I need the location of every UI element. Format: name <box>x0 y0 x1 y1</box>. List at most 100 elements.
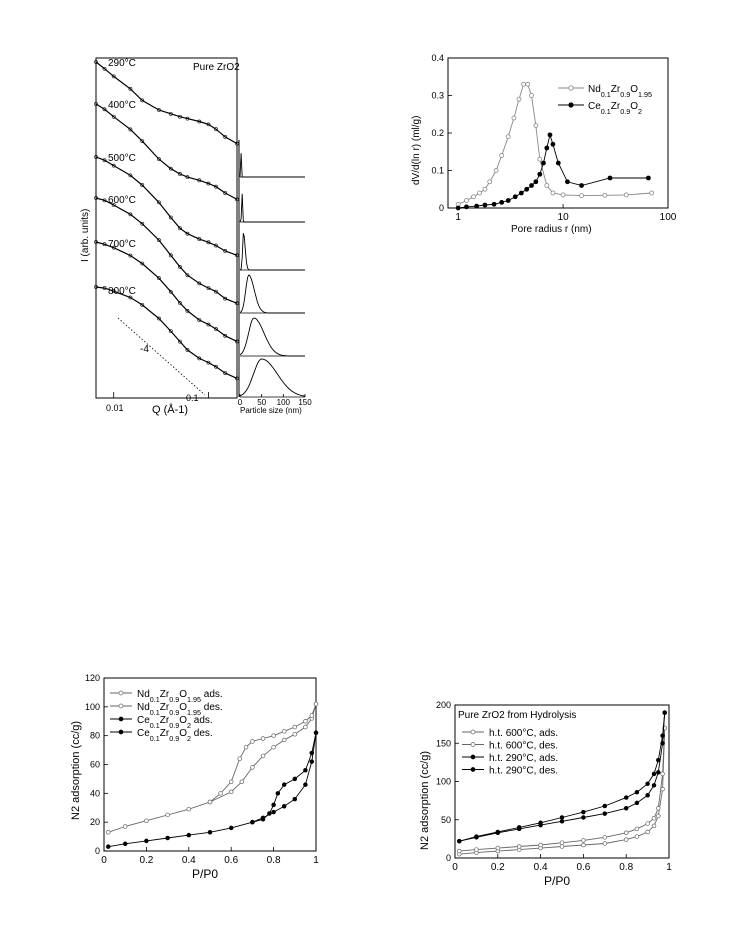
saxs-point <box>168 329 173 334</box>
saxs-point <box>185 348 190 352</box>
saxs-point <box>94 196 98 200</box>
n2-mixed-point <box>186 832 192 838</box>
psd-curve-500°C <box>239 232 305 271</box>
saxs-point <box>128 212 133 217</box>
n2-mixed-point <box>260 817 266 822</box>
n2-pure-point <box>559 819 565 824</box>
n2-mixed-point <box>250 765 255 770</box>
saxs-point <box>185 309 190 313</box>
pore-ylabel: dV/d(ln r) (ml/g) <box>411 116 422 185</box>
n2-mixed-xtick-label: 0 <box>101 855 107 866</box>
pore-point <box>547 132 553 138</box>
saxs-slope-label: -4 <box>140 344 149 355</box>
n2-mixed-point <box>165 835 170 841</box>
saxs-point <box>223 191 228 195</box>
n2-mixed-xtick-label: 0.6 <box>224 855 238 866</box>
n2-mixed-point <box>271 733 276 738</box>
pore-point <box>544 183 550 188</box>
n2-pure-point <box>660 771 665 777</box>
n2-pure-point <box>656 770 661 775</box>
saxs-point <box>223 134 228 139</box>
n2-pure-point <box>457 848 462 854</box>
pore-point <box>550 190 556 196</box>
n2-mixed-point <box>250 739 255 744</box>
n2-pure-point <box>634 834 640 839</box>
n2-pure-point <box>645 793 650 798</box>
saxs-point <box>197 119 202 124</box>
pore-point <box>529 183 534 188</box>
pore-point <box>525 81 531 87</box>
n2-mixed-point <box>250 819 255 825</box>
n2-mixed-point <box>228 825 234 831</box>
saxs-point <box>214 127 218 132</box>
saxs-point <box>185 116 190 121</box>
n2-pure-point <box>602 803 608 809</box>
n2-mixed-line-3 <box>252 732 317 823</box>
saxs-point <box>214 289 218 294</box>
psd-marks: 0 50 100 150 <box>238 153 312 407</box>
psd-curve-700°C <box>239 317 305 357</box>
pore-ytick-label: 0.1 <box>431 166 444 176</box>
pore-point <box>602 192 608 198</box>
saxs-point <box>178 301 182 305</box>
n2-pure-point <box>457 838 462 844</box>
psd-xtick-label: 100 <box>277 398 291 407</box>
n2-mixed-point <box>309 750 315 756</box>
n2-pure-legend-marker-0 <box>470 729 476 735</box>
n2-mixed-legend-marker-2 <box>118 716 124 722</box>
n2-mixed-ylabel: N2 adsorption (cc/g) <box>70 721 82 820</box>
saxs-point <box>185 175 190 180</box>
n2-mixed-point <box>271 809 276 815</box>
saxs-point <box>168 253 173 258</box>
pore-point <box>455 205 461 211</box>
n2-mixed-legend-label-3: Ce0.1Zr0.9O2 des. <box>137 728 213 743</box>
n2-mixed-point <box>303 718 308 724</box>
saxs-xtick-0: 0.01 <box>106 403 124 413</box>
saxs-point <box>157 238 161 243</box>
saxs-point <box>140 98 145 103</box>
n2-pure-ytick-label: 0 <box>446 853 451 863</box>
pore-ytick-label: 0.4 <box>431 53 444 63</box>
n2-pure-point <box>651 783 657 788</box>
n2-mixed-point <box>292 731 298 737</box>
saxs-point <box>168 166 173 171</box>
n2-pure-point <box>516 844 522 849</box>
pore-ytick-label: 0 <box>439 203 444 213</box>
n2-mixed-point <box>281 804 287 809</box>
saxs-point <box>168 215 173 220</box>
saxs-point <box>111 163 116 168</box>
saxs-curve-400°C <box>95 103 238 200</box>
saxs-point <box>178 226 182 231</box>
saxs-point <box>140 302 145 307</box>
saxs-point <box>178 172 182 176</box>
n2-pure-xtick-label: 0.6 <box>576 862 590 873</box>
n2-mixed-point <box>239 779 245 785</box>
n2-pure-legend-label-3: h.t. 290°C, des. <box>489 766 558 777</box>
saxs-point <box>102 107 107 112</box>
saxs-xtick-1: 0.1 <box>186 393 199 403</box>
saxs-point <box>168 111 173 116</box>
saxs-curve-label-5: 800°C <box>108 286 136 297</box>
saxs-point <box>178 114 182 119</box>
saxs-point <box>157 108 161 112</box>
n2-pure-point <box>634 800 640 806</box>
saxs-point <box>178 339 182 344</box>
pore-legend-marker-1 <box>568 102 574 108</box>
pore-point <box>518 190 524 196</box>
saxs-point <box>102 286 107 290</box>
saxs-point <box>94 285 98 289</box>
saxs-point <box>157 276 161 281</box>
saxs-point <box>102 158 107 163</box>
n2-pure-point <box>634 826 640 832</box>
saxs-point <box>206 240 211 245</box>
n2-pure-point <box>645 821 650 826</box>
n2-mixed-point <box>260 736 266 741</box>
pore-xtick-label: 100 <box>660 212 677 223</box>
n2-mixed-point <box>144 838 149 844</box>
n2-mixed-ytick-label: 40 <box>90 788 100 798</box>
pore-point <box>579 183 584 188</box>
n2-pure-title: Pure ZrO2 from Hydrolysis <box>458 710 576 721</box>
n2-mixed-point <box>122 824 128 829</box>
